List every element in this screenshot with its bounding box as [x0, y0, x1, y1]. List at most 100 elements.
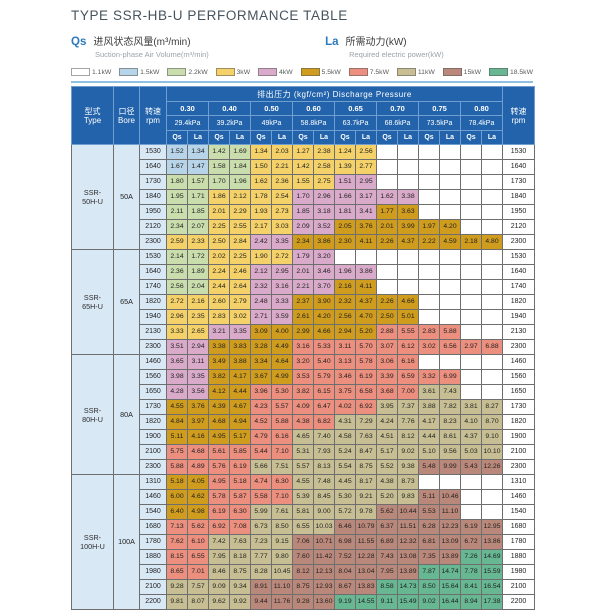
- power-swatch: [442, 68, 462, 76]
- la-value-cell: 4.37: [397, 234, 419, 250]
- empty-cell: [460, 294, 482, 310]
- la-value-cell: 1.85: [187, 204, 209, 220]
- qs-value-cell: 4.31: [334, 414, 356, 430]
- la-value-cell: 8.17: [355, 474, 377, 490]
- pressure-kpa-header: 73.5kPa: [418, 115, 461, 131]
- empty-cell: [376, 279, 398, 295]
- table-row: SSR- 100H-U 100A 1310 5.18 4.05 4.95 5.18 4.74 6.…: [71, 474, 535, 610]
- empty-cell: [460, 144, 482, 160]
- rpm-cell: 1820: [139, 294, 167, 310]
- la-value-cell: 11.10: [439, 504, 461, 520]
- qs-value-cell: 3.32: [418, 369, 440, 385]
- qs-value-cell: 5.72: [334, 504, 356, 520]
- power-legend-item: 11kW: [396, 68, 435, 76]
- rpm-cell: 1940: [139, 309, 167, 325]
- qs-value-cell: 2.02: [208, 249, 230, 265]
- rpm-cell-right: 1780: [502, 534, 535, 550]
- rpm-cell: 2300: [139, 459, 167, 475]
- empty-cell: [355, 249, 377, 265]
- la-value-cell: 4.70: [355, 309, 377, 325]
- la-value-cell: 9.56: [439, 444, 461, 460]
- la-value-cell: 3.18: [313, 204, 335, 220]
- qs-value-cell: 2.01: [376, 219, 398, 235]
- qs-value-cell: 6.28: [418, 519, 440, 535]
- la-value-cell: 15.59: [481, 564, 503, 580]
- empty-cell: [481, 294, 503, 310]
- la-value-cell: 2.07: [187, 219, 209, 235]
- qs-value-cell: 2.22: [418, 234, 440, 250]
- la-value-cell: 5.20: [355, 324, 377, 340]
- pressure-kgf-header: 0.50: [250, 101, 293, 116]
- rpm-cell-right: 1730: [502, 399, 535, 415]
- page-title: TYPE SSR-HB-U PERFORMANCE TABLE: [71, 8, 348, 23]
- qs-value-cell: 1.67: [166, 159, 188, 175]
- power-swatch-label: 1.5kW: [140, 68, 160, 76]
- qs-label-cn: 进风状态风量(m³/min): [93, 37, 191, 48]
- la-value-cell: 12.13: [313, 564, 335, 580]
- qs-header: Qs: [208, 130, 230, 145]
- bore-cell: 80A: [113, 354, 140, 475]
- la-value-cell: 4.66: [313, 324, 335, 340]
- column-header-rpm: 转速 rpm: [139, 86, 167, 145]
- table-row: 2300 2.59 2.33 2.50 2.84 2.42 3.35 2.34 3.86 2.30…: [72, 234, 535, 250]
- table-row: 1640 1.67 1.47 1.58 1.84 1.50 2.21 1.42 2.58 1.39…: [72, 159, 535, 175]
- qs-value-cell: 2.44: [208, 279, 230, 295]
- qs-value-cell: 1.34: [250, 144, 272, 160]
- la-value-cell: 3.90: [313, 294, 335, 310]
- la-value-cell: 7.10: [271, 489, 293, 505]
- qs-value-cell: 4.51: [376, 429, 398, 445]
- qs-value-cell: 6.00: [166, 489, 188, 505]
- qs-value-cell: 5.57: [292, 459, 314, 475]
- la-value-cell: 4.62: [187, 489, 209, 505]
- empty-cell: [376, 264, 398, 280]
- qs-value-cell: 2.11: [166, 204, 188, 220]
- qs-value-cell: 4.52: [250, 414, 272, 430]
- la-value-cell: 3.35: [271, 234, 293, 250]
- qs-value-cell: 5.75: [166, 444, 188, 460]
- qs-value-cell: 1.81: [334, 204, 356, 220]
- la-value-cell: 8.47: [355, 444, 377, 460]
- la-value-cell: 5.57: [271, 399, 293, 415]
- power-legend-item: 7.5kW: [348, 68, 389, 76]
- la-value-cell: 5.40: [313, 354, 335, 370]
- la-metric-legend: La 所需动力(kW) Required electric power(kW): [325, 33, 533, 59]
- power-swatch-label: 18.5kW: [509, 68, 533, 76]
- power-swatch: [488, 68, 508, 76]
- qs-value-cell: 1.27: [292, 144, 314, 160]
- qs-value-cell: 7.52: [334, 549, 356, 565]
- la-value-cell: 10.79: [355, 519, 377, 535]
- qs-value-cell: 8.04: [334, 564, 356, 580]
- la-value-cell: 5.55: [397, 324, 419, 340]
- rpm-cell: 2120: [139, 219, 167, 235]
- bore-cell: 50A: [113, 144, 140, 250]
- empty-cell: [439, 144, 461, 160]
- qs-value-cell: 7.60: [292, 549, 314, 565]
- la-value-cell: 2.36: [271, 174, 293, 190]
- qs-value-cell: 4.95: [208, 474, 230, 490]
- qs-value-cell: 5.11: [166, 429, 188, 445]
- qs-value-cell: 2.72: [166, 294, 188, 310]
- qs-value-cell: 6.89: [376, 534, 398, 550]
- la-value-cell: 13.86: [481, 534, 503, 550]
- empty-cell: [460, 489, 482, 505]
- la-value-cell: 2.58: [313, 159, 335, 175]
- empty-cell: [481, 384, 503, 400]
- rpm-cell: 2300: [139, 234, 167, 250]
- pressure-kpa-header: 58.8kPa: [292, 115, 335, 131]
- table-row: 1950 2.11 1.85 2.01 2.29 1.93 2.73 1.85 3.18 1.81…: [72, 204, 535, 220]
- rpm-cell-right: 1640: [502, 264, 535, 280]
- la-header: La: [355, 130, 377, 145]
- qs-header: Qs: [376, 130, 398, 145]
- la-value-cell: 13.83: [355, 579, 377, 595]
- la-value-cell: 3.35: [187, 369, 209, 385]
- table-row: 1820 4.84 3.97 4.68 4.94 4.52 5.88 4.38 6.82 4.31…: [72, 414, 535, 430]
- table-row: 1880 8.15 6.55 7.95 8.18 7.77 9.80 7.60 11.42 7.5…: [72, 549, 535, 565]
- qs-value-cell: 5.62: [376, 504, 398, 520]
- la-value-cell: 8.70: [481, 414, 503, 430]
- la-value-cell: 2.38: [313, 144, 335, 160]
- la-value-cell: 2.72: [271, 249, 293, 265]
- la-value-cell: 13.09: [439, 534, 461, 550]
- la-value-cell: 5.85: [229, 444, 251, 460]
- la-value-cell: 11.51: [397, 519, 419, 535]
- qs-value-cell: 5.78: [208, 489, 230, 505]
